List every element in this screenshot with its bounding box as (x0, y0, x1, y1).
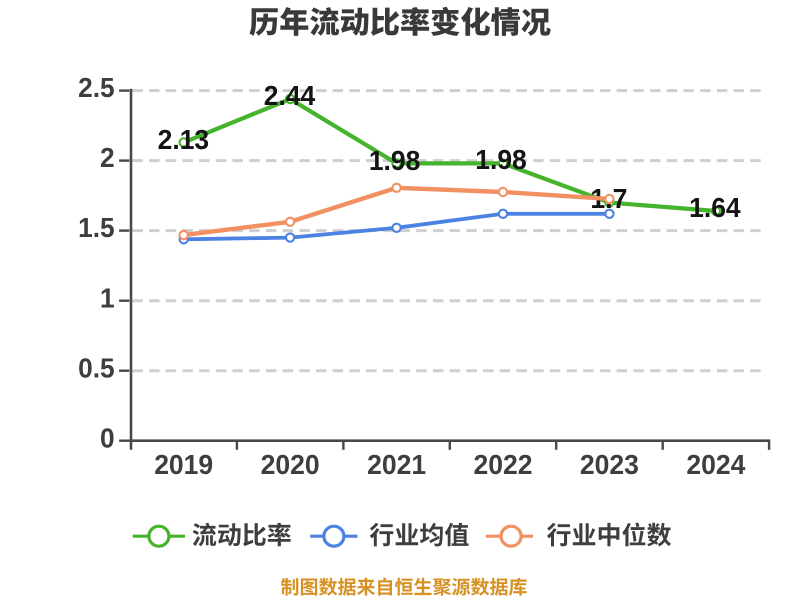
svg-text:2: 2 (100, 142, 115, 173)
svg-text:2.44: 2.44 (264, 80, 316, 111)
svg-text:2023: 2023 (580, 449, 639, 480)
svg-text:1.98: 1.98 (475, 144, 527, 175)
svg-text:2.5: 2.5 (78, 72, 115, 103)
svg-text:1.64: 1.64 (689, 192, 741, 223)
svg-text:1: 1 (100, 282, 115, 313)
svg-text:2021: 2021 (367, 449, 426, 480)
svg-text:2019: 2019 (154, 449, 213, 480)
svg-text:1.98: 1.98 (369, 145, 421, 176)
svg-text:2020: 2020 (261, 449, 320, 480)
svg-text:0: 0 (100, 422, 115, 453)
svg-text:2024: 2024 (686, 449, 746, 480)
svg-text:2022: 2022 (474, 449, 533, 480)
svg-text:2.13: 2.13 (158, 124, 210, 155)
svg-text:0.5: 0.5 (78, 352, 115, 383)
svg-text:1.5: 1.5 (78, 212, 115, 243)
